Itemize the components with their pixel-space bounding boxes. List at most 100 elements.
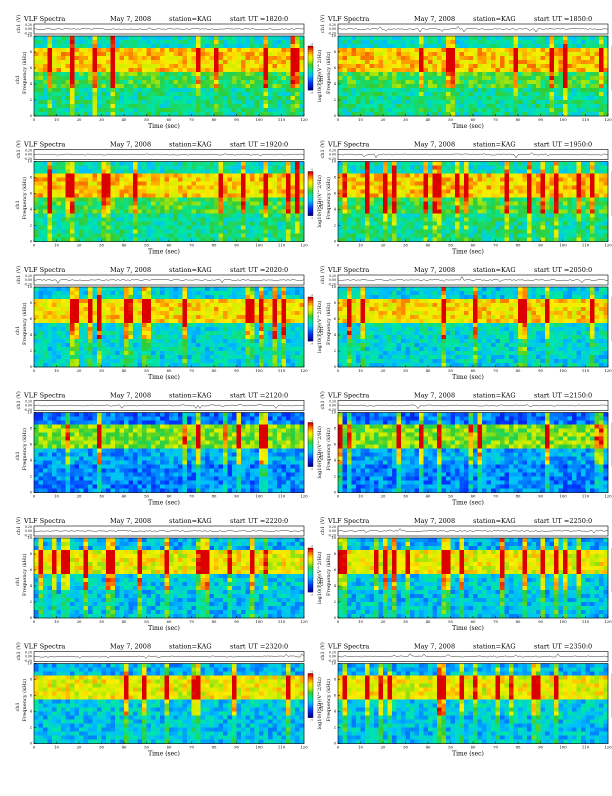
spectrogram-cell xyxy=(201,214,206,218)
spectrogram-cell xyxy=(223,206,228,210)
spectrogram-cell xyxy=(527,64,532,68)
panel-title-vlf: VLF Spectra xyxy=(23,141,65,149)
spectrogram-cell xyxy=(388,40,393,44)
spectrogram-cell xyxy=(532,234,537,238)
spectrogram-cell xyxy=(518,92,523,96)
spectrogram-cell xyxy=(415,48,420,52)
spectrogram-cell xyxy=(496,68,501,72)
spectrogram-cell xyxy=(124,104,129,108)
spectrogram-cell xyxy=(124,100,129,104)
spectrogram-cell xyxy=(93,218,98,222)
spectrogram-cell xyxy=(410,100,415,104)
spectrogram-cell xyxy=(469,60,474,64)
spectrogram-cell xyxy=(500,88,505,92)
spectrogram-cell xyxy=(187,178,192,182)
spectrogram-cell xyxy=(255,162,260,166)
spectrogram-cell xyxy=(509,64,514,68)
spectrogram-cell xyxy=(57,190,62,194)
spectrogram-cell xyxy=(415,92,420,96)
spectrogram-cell xyxy=(169,68,174,72)
spectrogram-cell xyxy=(268,60,273,64)
spectrogram-cell xyxy=(347,108,352,112)
spectrogram-cell xyxy=(286,96,291,100)
spectrogram-cell xyxy=(268,222,273,226)
spectrogram-cell xyxy=(295,100,300,104)
spectrogram-cell xyxy=(259,100,264,104)
spectrogram-cell xyxy=(246,234,251,238)
spectrogram-cell xyxy=(52,40,57,44)
spectrogram-cell xyxy=(88,202,93,206)
spectrogram-cell xyxy=(39,44,44,48)
spectrogram-cell xyxy=(559,72,564,76)
spectrogram-cell xyxy=(604,40,609,44)
spectrogram-cell xyxy=(183,92,188,96)
spectrogram-cell xyxy=(286,186,291,190)
spectrogram-cell xyxy=(469,72,474,76)
spectrogram-cell xyxy=(147,44,152,48)
spectrogram-cell xyxy=(156,60,161,64)
spectrogram-cell xyxy=(169,52,174,56)
spectrogram-cell xyxy=(577,56,582,60)
spectrogram-cell xyxy=(160,88,165,92)
x-tick-label: 0 xyxy=(33,117,36,122)
spectrogram-cell xyxy=(370,186,375,190)
spectrogram-cell xyxy=(219,36,224,40)
spectrogram-cell xyxy=(392,112,397,116)
spectrogram-cell xyxy=(187,48,192,52)
colorbar-segment xyxy=(308,64,313,66)
spectrogram-cell xyxy=(437,226,442,230)
spectrogram-cell xyxy=(79,182,84,186)
spectrogram-cell xyxy=(228,214,233,218)
spectrogram-cell xyxy=(500,84,505,88)
spectrogram-cell xyxy=(388,68,393,72)
spectrogram-cell xyxy=(286,226,291,230)
spectrogram-cell xyxy=(214,238,219,242)
spectrogram-cell xyxy=(469,194,474,198)
spectrogram-cell xyxy=(264,56,269,60)
spectrogram-cell xyxy=(264,84,269,88)
y-tick-label: 8 xyxy=(334,50,336,54)
spectrogram-cell xyxy=(286,60,291,64)
spectrogram-cell xyxy=(97,112,102,116)
spectrogram-cell xyxy=(43,162,48,166)
spectrogram-cell xyxy=(120,218,125,222)
spectrogram-cell xyxy=(111,96,116,100)
spectrogram-cell xyxy=(228,36,233,40)
spectrogram-cell xyxy=(487,178,492,182)
spectrogram-cell xyxy=(527,68,532,72)
spectrogram-cell xyxy=(192,36,197,40)
spectrogram-cell xyxy=(169,44,174,48)
spectrogram-cell xyxy=(291,60,296,64)
spectrogram-cell xyxy=(554,218,559,222)
spectrogram-cell xyxy=(183,76,188,80)
spectrogram-cell xyxy=(491,162,496,166)
spectrogram-cell xyxy=(205,100,210,104)
spectrogram-cell xyxy=(228,210,233,214)
spectrogram-cell xyxy=(129,44,134,48)
spectrogram-cell xyxy=(138,88,143,92)
spectrogram-cell xyxy=(554,76,559,80)
spectrogram-cell xyxy=(554,162,559,166)
spectrogram-cell xyxy=(84,80,89,84)
spectrogram-cell xyxy=(70,64,75,68)
spectrogram-cell xyxy=(57,194,62,198)
spectrogram-cell xyxy=(286,48,291,52)
spectrogram-cell xyxy=(352,104,357,108)
spectrogram-cell xyxy=(374,210,379,214)
spectrogram-cell xyxy=(590,198,595,202)
spectrogram-cell xyxy=(415,52,420,56)
spectrogram-cell xyxy=(138,48,143,52)
spectrogram-cell xyxy=(286,68,291,72)
spectrogram-cell xyxy=(338,178,343,182)
spectrogram-cell xyxy=(246,68,251,72)
spectrogram-cell xyxy=(34,96,39,100)
spectrogram-cell xyxy=(255,186,260,190)
spectrogram-cell xyxy=(392,170,397,174)
spectrogram-cell xyxy=(286,222,291,226)
spectrogram-cell xyxy=(388,178,393,182)
spectrogram-cell xyxy=(246,52,251,56)
spectrogram-cell xyxy=(142,210,147,214)
spectrogram-cell xyxy=(174,68,179,72)
spectrogram-cell xyxy=(196,100,201,104)
spectrogram-cell xyxy=(210,60,215,64)
